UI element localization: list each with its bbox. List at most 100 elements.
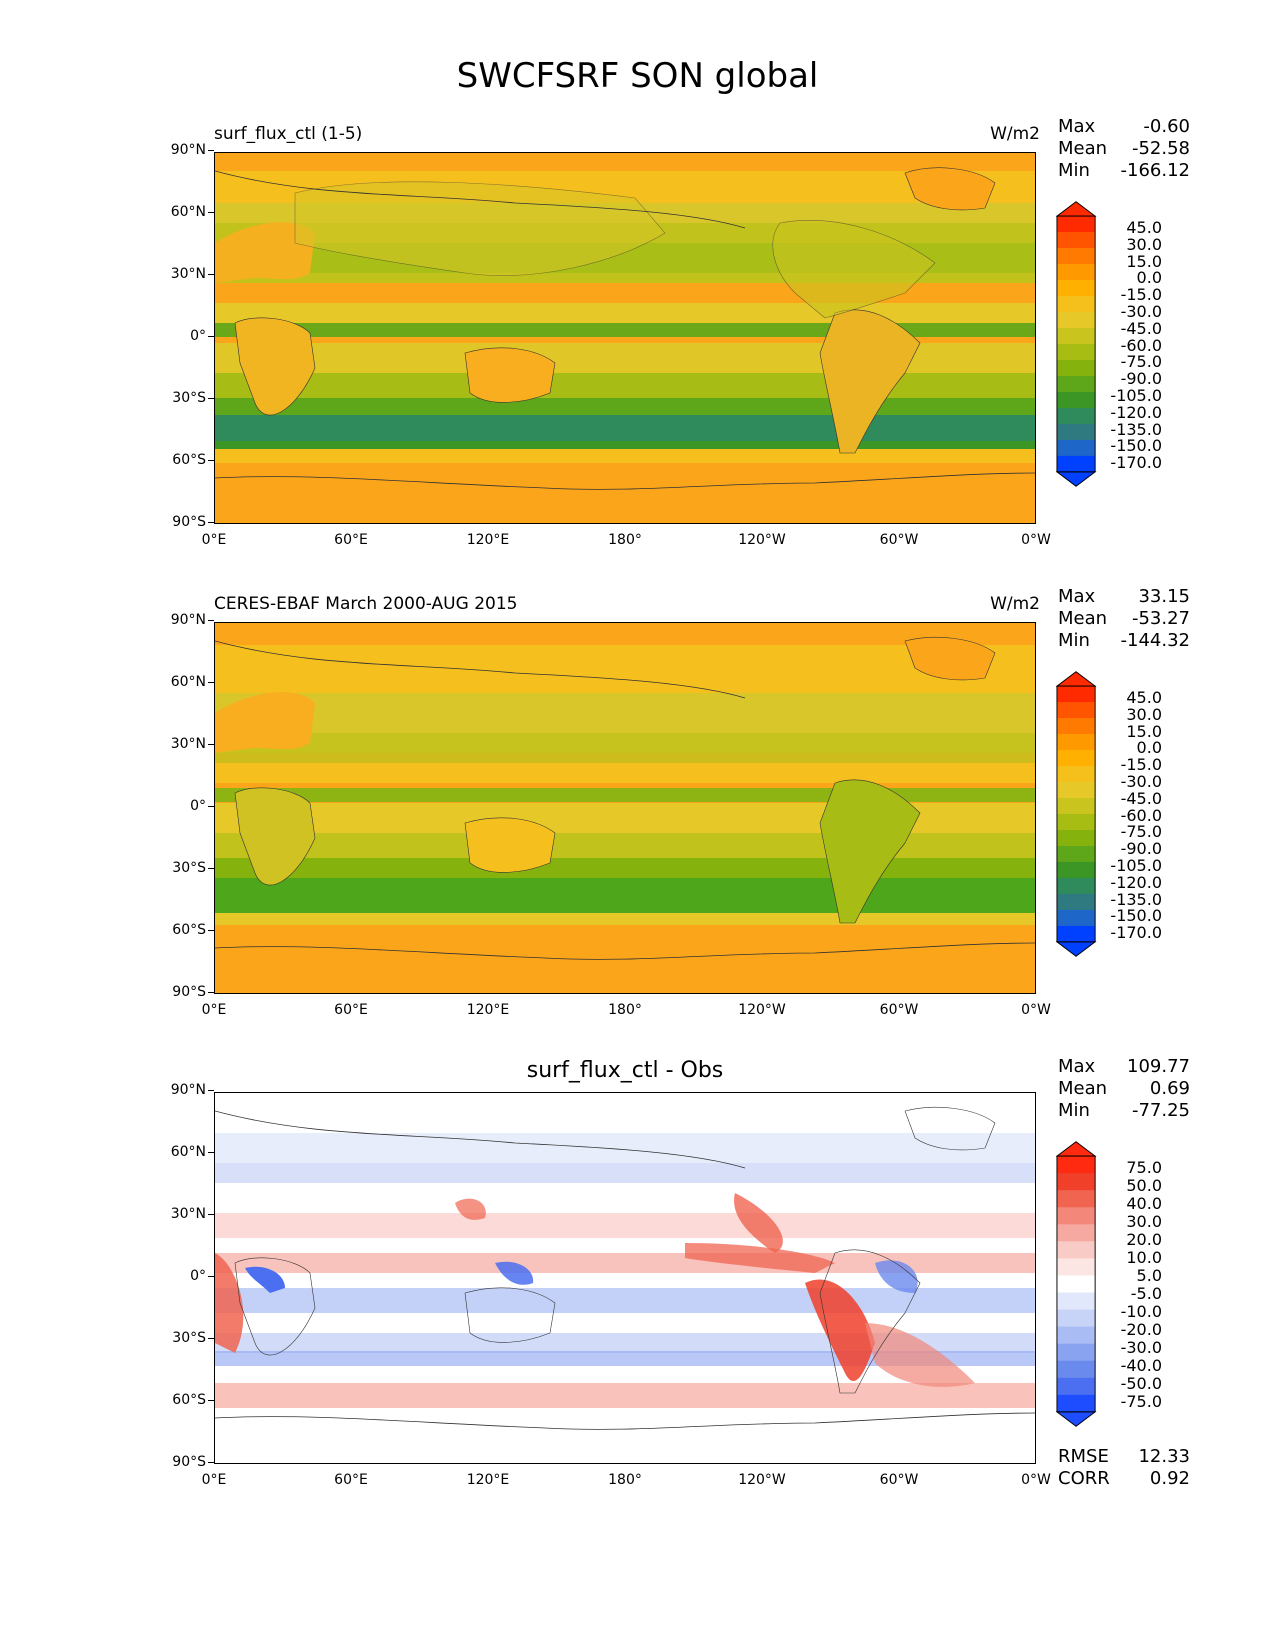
colorbar-label: 45.0 <box>1126 218 1162 237</box>
colorbar-label: -150.0 <box>1110 436 1162 455</box>
xtick: 60°W <box>879 532 919 548</box>
ytick: 60°S <box>150 1392 214 1408</box>
colorbar-label: -135.0 <box>1110 420 1162 439</box>
colorbar-segment <box>1056 925 1096 943</box>
ytick: 90°N <box>150 142 214 158</box>
colorbar-label: -90.0 <box>1120 369 1162 388</box>
colorbar-segment <box>1056 766 1096 783</box>
colorbar-label: -15.0 <box>1120 755 1162 774</box>
xtick: 60°E <box>334 1002 368 1018</box>
colorbar-segment <box>1056 1258 1096 1276</box>
ytick: 30°S <box>150 860 214 876</box>
panel-stats: Max 33.15 Mean -53.27 Min -144.32 <box>1058 586 1190 652</box>
colorbar-label: -105.0 <box>1110 386 1162 405</box>
colorbar-segment <box>1056 280 1096 297</box>
panel-model: surf_flux_ctl (1-5) W/m2 Max -0.60 Mean -5… <box>0 110 1275 570</box>
colorbar-segment <box>1056 407 1096 425</box>
colorbar-label: 30.0 <box>1126 705 1162 724</box>
colorbar-segment <box>1056 1309 1096 1328</box>
colorbar-label: -15.0 <box>1120 285 1162 304</box>
stat-corr-label: CORR <box>1058 1468 1110 1489</box>
colorbar-segment <box>1056 1326 1096 1345</box>
colorbar-segment <box>1056 782 1096 799</box>
ytick: 30°N <box>150 266 214 282</box>
colorbar-label: -20.0 <box>1120 1320 1162 1339</box>
colorbar-segment <box>1056 312 1096 329</box>
xtick: 0°E <box>201 1472 227 1488</box>
stat-corr-value: 0.92 <box>1149 1468 1190 1489</box>
colorbar-label: -60.0 <box>1120 336 1162 355</box>
colorbar-label: 40.0 <box>1126 1194 1162 1213</box>
xtick: 0°W <box>1021 1472 1051 1488</box>
stat-rmse-value: 12.33 <box>1138 1446 1190 1467</box>
colorbar-label: 15.0 <box>1126 722 1162 741</box>
colorbar-extend-top <box>1056 671 1097 687</box>
colorbar-segment <box>1056 798 1096 815</box>
colorbar-segments <box>1056 201 1097 487</box>
map-obs <box>214 622 1036 994</box>
xtick: 0°E <box>201 532 227 548</box>
colorbar-segment <box>1056 296 1096 313</box>
xtick: 60°W <box>879 1002 919 1018</box>
ytick: 60°N <box>150 674 214 690</box>
colorbar-segment <box>1056 391 1096 409</box>
colorbar-segment <box>1056 232 1096 249</box>
colorbar-label: 30.0 <box>1126 1212 1162 1231</box>
colorbar-segment <box>1056 1343 1096 1362</box>
colorbar-label: 0.0 <box>1136 268 1162 287</box>
colorbar-frame <box>1056 1155 1096 1413</box>
ytick: 60°N <box>150 204 214 220</box>
colorbar-label: 20.0 <box>1126 1230 1162 1249</box>
colorbar-frame <box>1056 215 1096 473</box>
xtick: 120°E <box>466 1472 510 1488</box>
xtick: 60°E <box>334 532 368 548</box>
stat-max-value: 109.77 <box>1127 1056 1190 1077</box>
stat-max-value: -0.60 <box>1143 116 1190 137</box>
colorbar-segment <box>1056 1156 1096 1174</box>
panel-error-stats: RMSE 12.33 CORR 0.92 <box>1058 1446 1190 1490</box>
colorbar-label: -170.0 <box>1110 923 1162 942</box>
panel-stats: Max 109.77 Mean 0.69 Min -77.25 <box>1058 1056 1190 1122</box>
colorbar-segment <box>1056 750 1096 767</box>
colorbar-label: -170.0 <box>1110 453 1162 472</box>
panel-units: W/m2 <box>990 594 1040 614</box>
colorbar-frame <box>1056 685 1096 943</box>
colorbar-labels: 45.0 30.0 15.0 0.0 -15.0 -30.0 -45.0 -60… <box>1098 664 1162 964</box>
stat-min-label: Min <box>1058 630 1090 651</box>
colorbar-label: -120.0 <box>1110 403 1162 422</box>
colorbar <box>1056 201 1097 487</box>
ytick: 0° <box>150 328 214 344</box>
colorbar-labels: 45.0 30.0 15.0 0.0 -15.0 -30.0 -45.0 -60… <box>1098 194 1162 494</box>
xtick: 120°E <box>466 1002 510 1018</box>
colorbar-extend-bottom <box>1056 1411 1097 1427</box>
colorbar-segment <box>1056 1360 1096 1379</box>
panel-difference: surf_flux_ctl - Obs Max 109.77 Mean 0.69 M… <box>0 1050 1275 1510</box>
map-difference <box>214 1092 1036 1464</box>
colorbar-segment <box>1056 359 1096 377</box>
colorbar-label: 45.0 <box>1126 688 1162 707</box>
ytick: 90°S <box>150 514 214 530</box>
colorbar-label: -40.0 <box>1120 1356 1162 1375</box>
panel-title-left: surf_flux_ctl (1-5) <box>214 124 363 144</box>
colorbar-segments <box>1056 1141 1097 1427</box>
stat-min-label: Min <box>1058 1100 1090 1121</box>
colorbar-label: 5.0 <box>1136 1266 1162 1285</box>
colorbar-extend-top <box>1056 1141 1097 1157</box>
colorbar-segment <box>1056 1292 1096 1311</box>
colorbar-segment <box>1056 829 1096 847</box>
colorbar-label: 30.0 <box>1126 235 1162 254</box>
colorbar-label: -45.0 <box>1120 789 1162 808</box>
stat-mean-label: Mean <box>1058 608 1108 629</box>
figure-title: SWCFSRF SON global <box>456 56 819 96</box>
map-model <box>214 152 1036 524</box>
xtick: 60°E <box>334 1472 368 1488</box>
colorbar-segment <box>1056 909 1096 927</box>
colorbar-label: -120.0 <box>1110 873 1162 892</box>
ytick: 90°S <box>150 984 214 1000</box>
colorbar <box>1056 671 1097 957</box>
colorbar-label: -105.0 <box>1110 856 1162 875</box>
ytick: 90°N <box>150 1082 214 1098</box>
colorbar-segment <box>1056 718 1096 735</box>
ytick: 60°S <box>150 452 214 468</box>
colorbar-label: -150.0 <box>1110 906 1162 925</box>
